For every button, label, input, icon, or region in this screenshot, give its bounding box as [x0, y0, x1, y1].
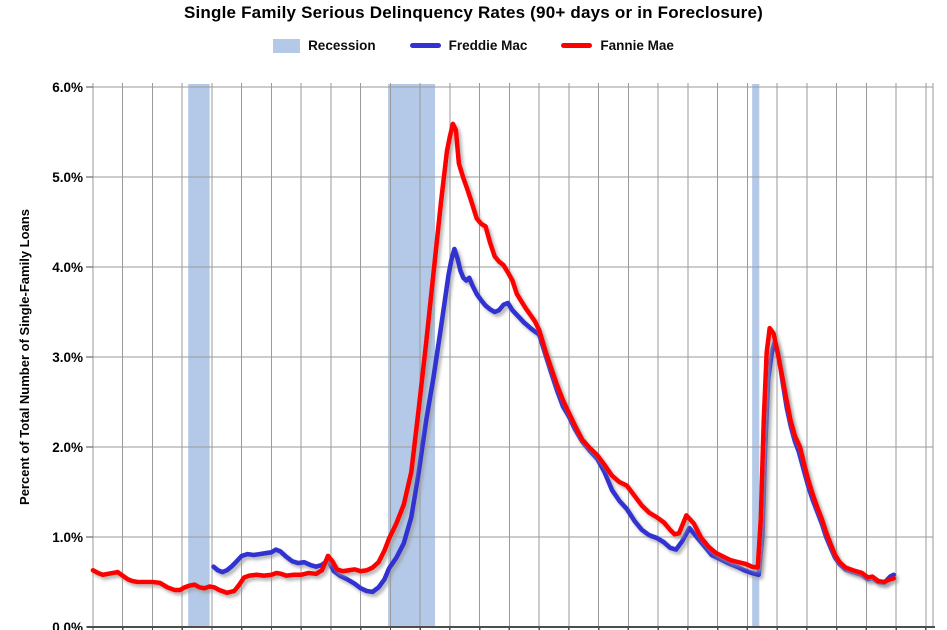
recession-band-swatch — [273, 38, 301, 53]
freddie-mac-line-swatch — [409, 42, 441, 49]
recession-band — [752, 84, 760, 627]
recession-band — [188, 84, 210, 627]
y-tick-label: 5.0% — [52, 170, 83, 185]
y-tick-label: 2.0% — [52, 440, 83, 455]
legend: Recession Freddie Mac Fannie Mae — [0, 38, 947, 53]
legend-item-fannie-mae: Fannie Mae — [561, 38, 674, 53]
legend-label-freddie-mac: Freddie Mac — [448, 38, 528, 53]
y-tick-label: 4.0% — [52, 260, 83, 275]
legend-label-recession: Recession — [308, 38, 376, 53]
recession-band — [388, 84, 436, 627]
fannie-mae-line-swatch — [561, 42, 593, 49]
legend-label-fannie-mae: Fannie Mae — [600, 38, 674, 53]
chart-title: Single Family Serious Delinquency Rates … — [183, 3, 764, 22]
series-line-fannie-mae — [90, 121, 897, 596]
legend-item-recession: Recession — [273, 38, 376, 53]
y-tick-label: 1.0% — [52, 530, 83, 545]
y-tick-label: 0.0% — [52, 620, 83, 630]
legend-item-freddie-mac: Freddie Mac — [409, 38, 528, 53]
y-tick-label: 3.0% — [52, 350, 83, 365]
y-tick-label: 6.0% — [52, 80, 83, 95]
